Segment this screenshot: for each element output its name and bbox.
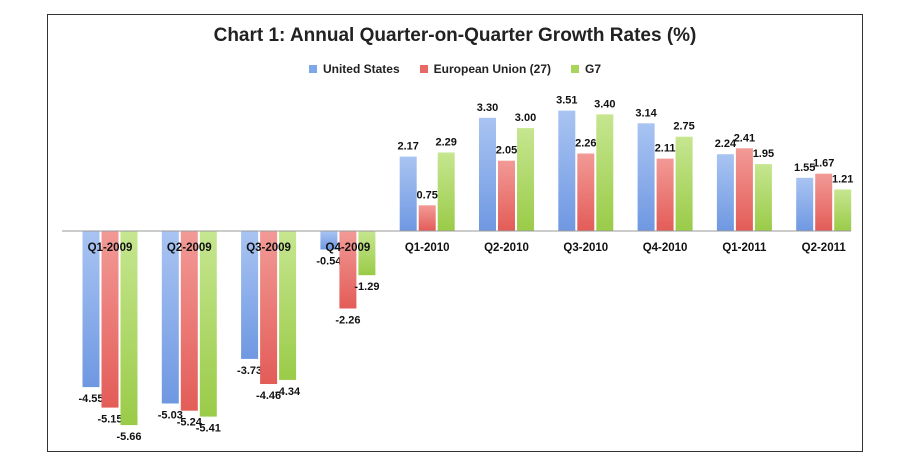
data-label-european-union-27-q1-2011: 2.41 bbox=[734, 132, 755, 144]
bar-united-states-q1-2009 bbox=[82, 231, 100, 388]
data-label-united-states-q2-2009: -5.03 bbox=[158, 410, 183, 422]
bar-g7-q1-2010 bbox=[437, 152, 455, 231]
data-label-united-states-q2-2010: 3.30 bbox=[477, 102, 498, 114]
legend-label-european-union: European Union (27) bbox=[433, 62, 551, 76]
legend-item-united-states: United States bbox=[308, 62, 400, 76]
bar-g7-q3-2010 bbox=[596, 114, 614, 231]
bar-united-states-q4-2010 bbox=[637, 123, 655, 231]
category-label-q2-2010: Q2-2010 bbox=[484, 242, 529, 254]
bar-european-union-27-q4-2010 bbox=[656, 158, 674, 231]
data-label-g7-q2-2011: 1.21 bbox=[832, 174, 853, 186]
data-label-g7-q4-2009: -1.29 bbox=[354, 281, 379, 293]
data-label-g7-q3-2010: 3.40 bbox=[594, 98, 615, 110]
legend-label-united-states: United States bbox=[322, 62, 400, 76]
data-label-united-states-q4-2009: -0.54 bbox=[316, 256, 342, 268]
data-label-g7-q1-2010: 2.29 bbox=[435, 137, 456, 149]
legend: United States European Union (27) G7 bbox=[48, 62, 862, 76]
bar-g7-q2-2010 bbox=[517, 128, 534, 231]
bar-united-states-q2-2009 bbox=[161, 231, 179, 404]
bar-european-union-27-q3-2010 bbox=[577, 153, 595, 231]
data-label-european-union-27-q4-2009: -2.26 bbox=[335, 315, 360, 327]
chart-frame: Chart 1: Annual Quarter-on-Quarter Growt… bbox=[47, 14, 863, 452]
data-label-united-states-q1-2011: 2.24 bbox=[715, 138, 737, 150]
data-label-european-union-27-q3-2009: -4.46 bbox=[256, 390, 281, 402]
data-label-united-states-q1-2009: -4.55 bbox=[78, 393, 103, 405]
bar-g7-q1-2009 bbox=[120, 231, 138, 426]
bar-united-states-q2-2011 bbox=[796, 177, 814, 231]
bar-united-states-q2-2010 bbox=[479, 117, 496, 231]
bar-g7-q4-2009 bbox=[358, 231, 376, 276]
plot-area: -4.55 -5.03 -3.73 -0.54 2.17 3.30 3.51 3.14 2.24… bbox=[62, 95, 853, 443]
chart-title: Chart 1: Annual Quarter-on-Quarter Growt… bbox=[213, 25, 697, 46]
data-label-european-union-27-q4-2010: 2.11 bbox=[655, 143, 676, 155]
bar-european-union-27-q2-2009 bbox=[180, 231, 198, 411]
legend-swatch-united-states bbox=[308, 65, 317, 73]
data-label-united-states-q1-2010: 2.17 bbox=[397, 141, 418, 153]
bar-european-union-27-q2-2011 bbox=[815, 173, 833, 231]
bar-g7-q3-2009 bbox=[279, 231, 297, 380]
data-label-g7-q1-2009: -5.66 bbox=[116, 431, 141, 443]
legend-swatch-european-union bbox=[419, 65, 428, 73]
bar-united-states-q1-2011 bbox=[716, 154, 734, 231]
bar-european-union-27-q1-2009 bbox=[101, 231, 119, 408]
data-label-united-states-q3-2010: 3.51 bbox=[556, 95, 577, 107]
data-label-european-union-27-q2-2010: 2.05 bbox=[496, 145, 517, 157]
data-label-g7-q3-2009: -4.34 bbox=[275, 386, 301, 398]
bar-united-states-q1-2010 bbox=[399, 156, 417, 231]
legend-item-g7: G7 bbox=[571, 62, 601, 76]
bar-g7-q1-2011 bbox=[754, 164, 772, 231]
bar-g7-q4-2010 bbox=[675, 136, 693, 231]
category-label-q1-2011: Q1-2011 bbox=[722, 242, 767, 254]
data-label-united-states-q2-2011: 1.55 bbox=[794, 162, 815, 174]
category-label-q4-2009: Q4-2009 bbox=[326, 242, 371, 254]
bar-european-union-27-q1-2010 bbox=[418, 205, 436, 231]
bar-european-union-27-q3-2009 bbox=[260, 231, 278, 384]
category-label-q4-2010: Q4-2010 bbox=[643, 242, 688, 254]
bar-g7-q2-2011 bbox=[834, 189, 852, 231]
category-label-q3-2010: Q3-2010 bbox=[563, 242, 608, 254]
data-label-european-union-27-q3-2010: 2.26 bbox=[575, 138, 596, 150]
data-label-european-union-27-q1-2010: 0.75 bbox=[416, 189, 437, 201]
bar-european-union-27-q4-2009 bbox=[339, 231, 357, 309]
category-label-q1-2010: Q1-2010 bbox=[405, 242, 450, 254]
data-label-g7-q2-2010: 3.00 bbox=[515, 112, 536, 124]
data-label-united-states-q3-2009: -3.73 bbox=[237, 365, 262, 377]
data-label-european-union-27-q1-2009: -5.15 bbox=[97, 414, 122, 426]
data-label-g7-q1-2011: 1.95 bbox=[753, 148, 774, 160]
data-label-european-union-27-q2-2009: -5.24 bbox=[177, 417, 203, 429]
legend-label-g7: G7 bbox=[585, 62, 602, 76]
legend-swatch-g7 bbox=[571, 65, 579, 73]
data-label-g7-q2-2009: -5.41 bbox=[196, 423, 221, 435]
bar-united-states-q4-2009 bbox=[320, 231, 338, 250]
category-label-q3-2009: Q3-2009 bbox=[246, 242, 291, 254]
bar-g7-q2-2009 bbox=[199, 231, 217, 417]
bar-european-union-27-q2-2010 bbox=[498, 160, 515, 231]
data-label-g7-q4-2010: 2.75 bbox=[673, 121, 694, 133]
category-label-q1-2009: Q1-2009 bbox=[88, 242, 133, 254]
category-label-q2-2009: Q2-2009 bbox=[167, 242, 212, 254]
bar-united-states-q3-2009 bbox=[241, 231, 259, 359]
bar-united-states-q3-2010 bbox=[558, 110, 576, 231]
category-label-q2-2011: Q2-2011 bbox=[802, 242, 847, 254]
data-label-european-union-27-q2-2011: 1.67 bbox=[813, 158, 834, 170]
legend-item-european-union: European Union (27) bbox=[419, 62, 551, 76]
bar-european-union-27-q1-2011 bbox=[735, 148, 753, 231]
data-label-united-states-q4-2010: 3.14 bbox=[635, 107, 657, 119]
